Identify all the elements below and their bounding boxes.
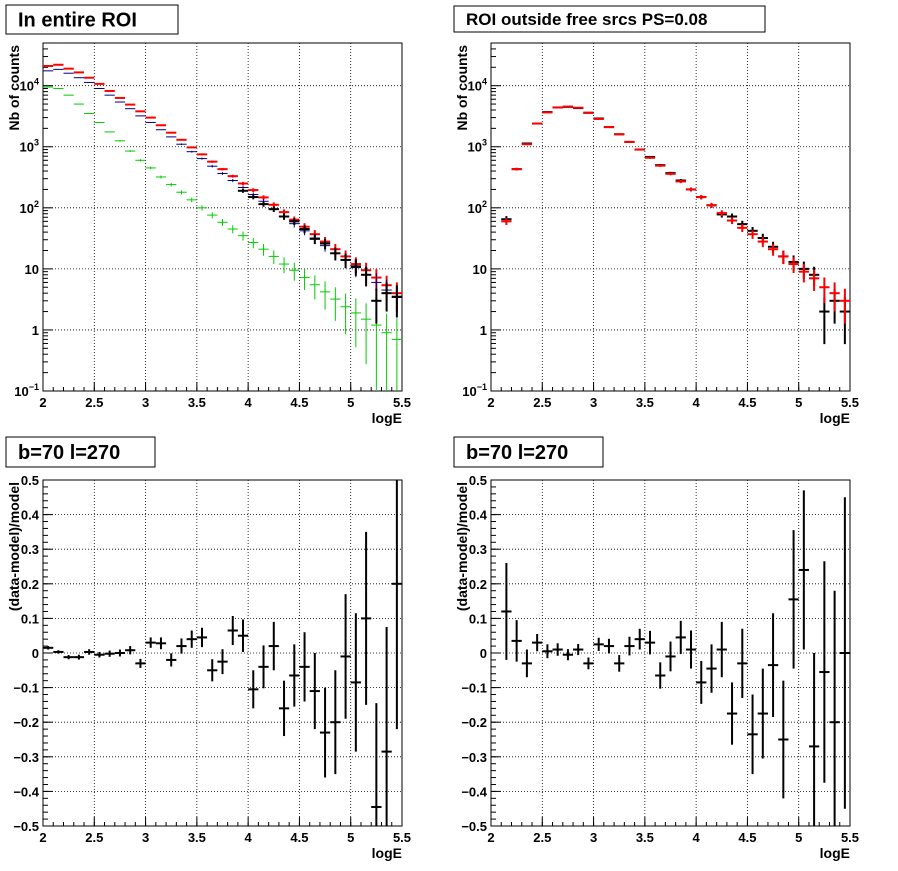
y-tick-label: 0.5 [469,473,487,488]
y-tick-label: 0.2 [21,577,39,592]
panel-title-box: ROI outside free srcs PS=0.08 [453,5,766,33]
y-tick-label: 0.1 [469,611,487,626]
x-tick-label: 5.5 [393,830,411,845]
x-tick-label: 4 [245,395,253,410]
x-tick-label: 3.5 [636,830,654,845]
x-tick-label: 3.5 [188,395,206,410]
y-tick-label: 104 [468,77,487,94]
y-tick-label: 0.1 [21,611,39,626]
y-tick-label: −0.4 [13,784,39,799]
y-tick-label: −0.1 [461,681,487,696]
data-marks [501,105,850,345]
panel-title-box: In entire ROI [5,4,179,35]
y-tick-label: 104 [20,77,39,94]
y-tick-label: 0.4 [469,508,488,523]
y-tick-label: −0.5 [13,819,39,834]
y-tick-label: −0.2 [461,715,487,730]
y-axis-title: (data-model)/model [454,482,470,611]
y-tick-label: 0.4 [21,508,40,523]
x-axis-title: logE [372,410,402,426]
x-axis-title: logE [820,410,850,426]
x-tick-label: 5 [347,830,354,845]
y-tick-label: −0.3 [461,750,487,765]
y-tick-label: 0.3 [21,542,39,557]
x-tick-label: 3.5 [636,395,654,410]
x-tick-label: 2 [487,830,494,845]
x-tick-label: 2.5 [533,830,551,845]
y-tick-label: 0.3 [469,542,487,557]
y-tick-label: −0.2 [13,715,39,730]
plot-frame [42,42,403,392]
x-tick-label: 5 [795,395,802,410]
x-tick-label: 2.5 [533,395,551,410]
data-marks [43,480,402,826]
panel-top-left: 2 2.5 3 3.5 4 4.5 5 5.5 10−1 1 10 102 103 104 logE Nb o… [5,4,411,426]
panel-top-right: 2 2.5 3 3.5 4 4.5 5 5.5 10−1 1 10 102 103 104 logE Nb o… [453,5,859,426]
y-tick-label: 0.5 [21,473,39,488]
title-box-frame [5,4,179,35]
panel-title-box: b=70 l=270 [5,436,156,468]
y-tick-label: −0.1 [13,681,39,696]
y-tick-label: 10−1 [462,382,487,399]
x-tick-label: 4.5 [738,830,756,845]
x-tick-label: 2 [39,830,46,845]
y-tick-label: 0 [480,646,487,661]
x-tick-label: 5.5 [393,395,411,410]
x-axis-title: logE [372,845,402,861]
x-tick-label: 5.5 [841,830,859,845]
panel-bottom-right: 2 2.5 3 3.5 4 4.5 5 5.5 −0.5 −0.4 −0.3 −0.2 −0.1 0 0.1… [453,436,859,861]
title-box-frame [453,436,604,468]
x-tick-label: 4 [245,830,253,845]
y-tick-label: 10 [25,262,39,277]
x-tick-label: 3 [142,395,149,410]
y-axis-title: Nb of counts [6,45,22,131]
x-tick-label: 3.5 [188,830,206,845]
y-tick-label: 103 [468,138,487,155]
x-tick-label: 2.5 [85,395,103,410]
x-tick-label: 2 [487,395,494,410]
x-tick-label: 5 [347,395,354,410]
panel-title: In entire ROI [18,10,137,32]
x-tick-label: 2 [39,395,46,410]
panel-bottom-left: 2 2.5 3 3.5 4 4.5 5 5.5 −0.5 −0.4 −0.3 −0.2 −0.1 0 0.1… [5,436,411,861]
data-marks [501,490,850,826]
x-tick-label: 4.5 [290,395,308,410]
y-axis-title: Nb of counts [454,45,470,131]
x-tick-label: 5.5 [841,395,859,410]
x-axis-title: logE [820,845,850,861]
y-tick-label: −0.3 [13,750,39,765]
x-tick-label: 3 [142,830,149,845]
y-tick-label: 103 [20,138,39,155]
y-tick-label: 10−1 [14,382,39,399]
panel-title: ROI outside free srcs PS=0.08 [466,10,707,29]
panel-title: b=70 l=270 [18,442,120,464]
title-box-frame [453,5,766,33]
y-tick-label: −0.5 [461,819,487,834]
data-marks [43,63,402,391]
y-tick-label: 1 [480,323,487,338]
x-tick-label: 3 [590,395,597,410]
x-tick-label: 5 [795,830,802,845]
y-axis-title: (data-model)/model [6,482,22,611]
x-tick-label: 4.5 [290,830,308,845]
y-tick-label: 102 [20,199,39,216]
y-tick-label: 102 [468,199,487,216]
y-tick-label: 10 [473,262,487,277]
y-tick-label: 0 [32,646,39,661]
x-tick-label: 4 [693,395,701,410]
title-box-frame [5,436,156,468]
panel-title-box: b=70 l=270 [453,436,604,468]
plot-frame [490,42,851,392]
x-tick-label: 4.5 [738,395,756,410]
x-tick-label: 3 [590,830,597,845]
x-tick-label: 2.5 [85,830,103,845]
panel-title: b=70 l=270 [466,442,568,464]
x-tick-label: 4 [693,830,701,845]
y-tick-label: −0.4 [461,784,487,799]
y-tick-label: 0.2 [469,577,487,592]
y-tick-label: 1 [32,323,39,338]
